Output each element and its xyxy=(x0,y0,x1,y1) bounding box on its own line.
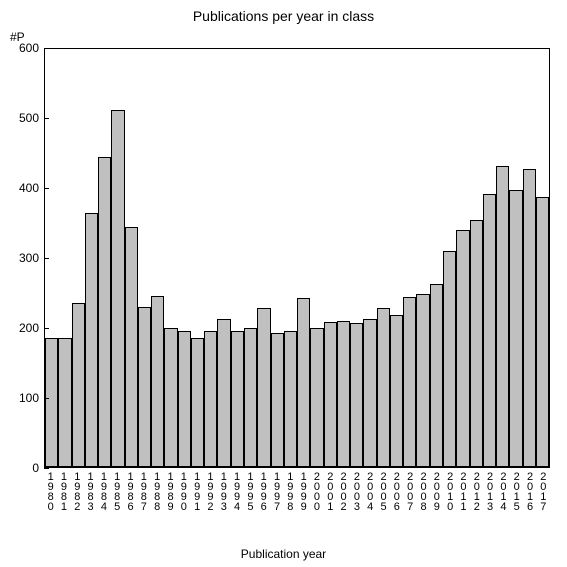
bar xyxy=(430,284,443,467)
x-tick-label: 2 0 0 0 xyxy=(313,472,321,512)
x-tick-label: 2 0 0 4 xyxy=(366,472,374,512)
bar xyxy=(509,190,522,467)
bar xyxy=(98,157,111,467)
x-tick-label: 1 9 9 8 xyxy=(286,472,294,512)
x-tick-label: 1 9 9 6 xyxy=(260,472,268,512)
bar xyxy=(111,110,124,467)
x-tick-label: 2 0 0 9 xyxy=(433,472,441,512)
bar xyxy=(443,251,456,467)
x-tick-label: 2 0 1 5 xyxy=(513,472,521,512)
x-tick-label: 1 9 9 7 xyxy=(273,472,281,512)
bar xyxy=(72,303,85,467)
bar xyxy=(191,338,204,467)
x-tick-label: 1 9 8 1 xyxy=(60,472,68,512)
x-tick-label: 1 9 8 7 xyxy=(140,472,148,512)
bar xyxy=(257,308,270,467)
x-tick-label: 1 9 8 8 xyxy=(153,472,161,512)
bar xyxy=(483,194,496,467)
bar xyxy=(310,328,323,467)
x-tick-label: 2 0 1 4 xyxy=(499,472,507,512)
bar xyxy=(45,338,58,467)
x-tick-label: 2 0 0 5 xyxy=(380,472,388,512)
bar xyxy=(337,321,350,467)
x-tick-label: 2 0 1 0 xyxy=(446,472,454,512)
y-tick-label: 0 xyxy=(5,461,39,475)
x-tick-label: 2 0 1 3 xyxy=(486,472,494,512)
bar xyxy=(271,333,284,467)
x-tick-label: 1 9 8 5 xyxy=(113,472,121,512)
bar xyxy=(164,328,177,467)
y-tick-label: 400 xyxy=(5,181,39,195)
x-tick-label: 1 9 9 5 xyxy=(246,472,254,512)
x-tick-label: 1 9 8 2 xyxy=(73,472,81,512)
y-tick-mark xyxy=(44,398,49,399)
bar xyxy=(125,227,138,467)
y-tick-mark xyxy=(44,328,49,329)
bar xyxy=(138,307,151,467)
bar xyxy=(244,328,257,467)
bar xyxy=(416,294,429,467)
bar xyxy=(363,319,376,467)
x-tick-label: 1 9 8 4 xyxy=(100,472,108,512)
x-tick-label: 2 0 1 6 xyxy=(526,472,534,512)
bar xyxy=(58,338,71,467)
bar xyxy=(178,331,191,467)
y-tick-mark xyxy=(44,48,49,49)
x-tick-label: 1 9 9 4 xyxy=(233,472,241,512)
y-tick-mark xyxy=(44,468,49,469)
y-tick-label: 500 xyxy=(5,111,39,125)
bar xyxy=(284,331,297,467)
bar xyxy=(470,220,483,467)
publications-bar-chart: Publications per year in class #P Public… xyxy=(0,0,567,567)
y-tick-label: 300 xyxy=(5,251,39,265)
bar xyxy=(536,197,549,467)
x-axis-label: Publication year xyxy=(0,547,567,561)
y-tick-mark xyxy=(44,118,49,119)
x-tick-label: 1 9 9 9 xyxy=(300,472,308,512)
bar xyxy=(496,166,509,467)
x-tick-label: 2 0 0 8 xyxy=(420,472,428,512)
bar xyxy=(324,322,337,467)
x-tick-label: 2 0 0 2 xyxy=(340,472,348,512)
x-tick-label: 1 9 8 6 xyxy=(127,472,135,512)
y-tick-label: 100 xyxy=(5,391,39,405)
x-tick-label: 1 9 8 0 xyxy=(47,472,55,512)
x-tick-label: 2 0 0 3 xyxy=(353,472,361,512)
x-tick-label: 2 0 1 1 xyxy=(459,472,467,512)
bar xyxy=(217,319,230,467)
bar xyxy=(456,230,469,467)
plot-area xyxy=(44,48,550,468)
x-tick-label: 1 9 8 3 xyxy=(87,472,95,512)
bar xyxy=(377,308,390,467)
x-tick-label: 1 9 9 0 xyxy=(180,472,188,512)
y-tick-label: 600 xyxy=(5,41,39,55)
x-tick-label: 1 9 9 2 xyxy=(206,472,214,512)
bar xyxy=(390,315,403,467)
bar xyxy=(297,298,310,467)
bar-series xyxy=(45,49,549,467)
x-tick-label: 1 9 9 1 xyxy=(193,472,201,512)
y-tick-label: 200 xyxy=(5,321,39,335)
x-tick-label: 1 9 9 3 xyxy=(220,472,228,512)
y-tick-mark xyxy=(44,258,49,259)
x-tick-label: 2 0 0 1 xyxy=(326,472,334,512)
x-tick-label: 1 9 8 9 xyxy=(167,472,175,512)
x-tick-label: 2 0 0 6 xyxy=(393,472,401,512)
bar xyxy=(204,331,217,467)
x-tick-label: 2 0 1 2 xyxy=(473,472,481,512)
x-tick-label: 2 0 1 7 xyxy=(539,472,547,512)
chart-title: Publications per year in class xyxy=(0,8,567,24)
y-tick-mark xyxy=(44,188,49,189)
bar xyxy=(231,331,244,467)
bar xyxy=(523,169,536,467)
x-tick-label: 2 0 0 7 xyxy=(406,472,414,512)
bar xyxy=(151,296,164,467)
bar xyxy=(403,297,416,467)
bar xyxy=(350,323,363,467)
bar xyxy=(85,213,98,467)
